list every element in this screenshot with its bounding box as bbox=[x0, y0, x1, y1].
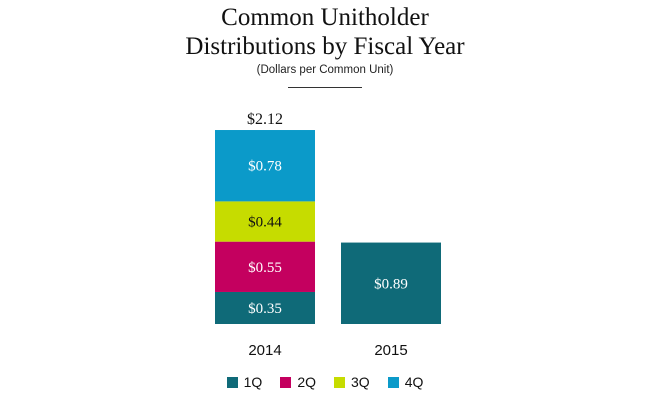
legend-item-3q: 3Q bbox=[334, 374, 370, 390]
chart-title-line-1: Common Unitholder bbox=[221, 4, 429, 31]
data-label-2014-4q: $0.78 bbox=[248, 159, 282, 175]
bar-2014-2q bbox=[215, 241, 315, 292]
chart-subtitle: (Dollars per Common Unit) bbox=[256, 64, 394, 76]
legend-swatch-3q bbox=[334, 376, 345, 388]
chart-title-line-2: Distributions by Fiscal Year bbox=[185, 33, 465, 60]
total-label-2014: $2.12 bbox=[247, 111, 283, 128]
x-tick-label-2014: 2014 bbox=[248, 342, 281, 359]
legend-label-1q: 1Q bbox=[243, 374, 263, 390]
legend-item-4q: 4Q bbox=[387, 374, 424, 390]
legend-item-2q: 2Q bbox=[280, 374, 316, 390]
legend-label-3q: 3Q bbox=[351, 374, 370, 390]
bar-2014-3q bbox=[215, 201, 315, 242]
legend-swatch-2q bbox=[280, 376, 292, 388]
legend-label-2q: 2Q bbox=[297, 374, 316, 390]
legend-item-1q: 1Q bbox=[226, 374, 263, 390]
x-tick-label-2015: 2015 bbox=[374, 342, 407, 359]
bar-2015-1q bbox=[341, 242, 441, 324]
data-label-2014-3q: $0.44 bbox=[248, 215, 282, 231]
data-label-2015-1q: $0.89 bbox=[374, 276, 408, 292]
legend-swatch-4q bbox=[387, 376, 399, 388]
bar-2014-4q bbox=[215, 130, 315, 202]
data-label-2014-2q: $0.55 bbox=[248, 260, 282, 276]
chart-legend: 1Q 2Q 3Q 4Q bbox=[0, 374, 650, 390]
legend-swatch-1q bbox=[226, 376, 238, 388]
bar-2014-1q bbox=[215, 291, 315, 324]
title-divider bbox=[288, 87, 362, 88]
data-label-2014-1q: $0.35 bbox=[248, 301, 282, 317]
legend-label-4q: 4Q bbox=[404, 374, 424, 390]
